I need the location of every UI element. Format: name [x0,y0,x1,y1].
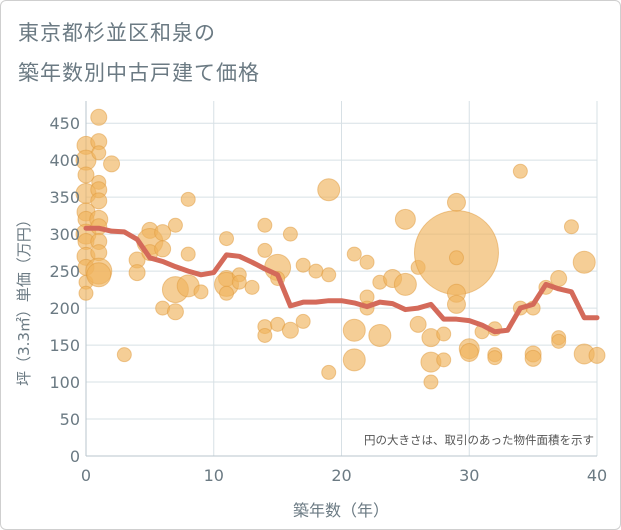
y-tick-label: 300 [49,225,80,244]
data-bubble [512,163,528,179]
data-bubble [308,263,324,279]
data-bubble [91,145,107,161]
size-legend-note: 円の大きさは、取引のあった物件面積を示す [364,433,594,447]
data-bubble [128,264,146,282]
data-bubble [78,285,94,301]
data-bubble [257,217,273,233]
x-axis-label: 築年数（年） [293,501,389,520]
data-bubble [563,219,579,235]
data-bubble [166,303,184,321]
data-bubble [180,246,196,262]
data-bubble [446,294,466,314]
bubble-series [75,108,606,390]
y-axis-label: 坪（3.3㎡）単価（万円） [15,212,33,386]
data-bubble [346,246,362,262]
data-bubble [321,267,337,283]
y-tick-label: 0 [70,447,80,466]
data-bubble [409,315,427,333]
data-bubble [394,208,416,230]
data-bubble [393,272,417,296]
data-bubble [90,108,108,126]
y-axis-ticks: 0 50 100 150 200 250 300 350 400 450 [49,114,80,466]
data-bubble [321,364,337,380]
chart-title-line-1: 東京都杉並区和泉の [18,21,216,45]
y-tick-label: 400 [49,151,80,170]
data-bubble [436,326,452,342]
data-bubble [167,217,183,233]
y-tick-label: 450 [49,114,80,133]
x-tick-label: 0 [81,466,91,485]
data-bubble [342,318,366,342]
data-bubble [448,250,464,266]
data-bubble [524,349,542,367]
y-tick-label: 250 [49,262,80,281]
x-tick-label: 40 [587,466,607,485]
data-bubble [282,226,298,242]
x-tick-label: 30 [459,466,479,485]
data-bubble [550,270,568,287]
data-bubble [90,192,108,210]
data-bubble [281,321,299,339]
y-tick-label: 350 [49,188,80,207]
data-bubble [572,250,596,274]
data-bubble [193,284,209,300]
data-bubble [295,257,311,273]
data-bubble [551,333,567,349]
average-price-line [83,225,600,335]
data-bubble [257,327,273,343]
x-tick-label: 10 [204,466,224,485]
data-bubble [459,342,479,362]
y-tick-label: 50 [60,410,80,429]
data-bubble [244,279,260,295]
average-line-series [83,225,600,335]
data-bubble [487,350,503,366]
data-bubble [231,274,247,290]
data-bubble [368,323,392,347]
data-bubble [116,347,132,363]
data-bubble [436,352,452,368]
data-bubble [359,254,375,270]
data-bubble [86,262,112,288]
data-bubble [219,231,235,247]
chart-title-line-2: 築年数別中古戸建て価格 [18,61,260,85]
data-bubble [219,285,235,301]
data-bubble [295,313,311,329]
y-tick-label: 100 [49,373,80,392]
data-bubble [342,348,366,372]
data-bubble [154,240,172,258]
x-tick-label: 20 [331,466,351,485]
x-axis-ticks: 0 10 20 30 40 [81,466,607,485]
data-bubble [588,346,606,364]
data-bubble [423,374,439,390]
data-bubble [103,155,121,173]
data-bubble [180,191,196,207]
y-tick-label: 150 [49,336,80,355]
data-bubble [257,242,273,258]
data-bubble [317,178,341,202]
data-bubble [446,192,466,212]
y-tick-label: 200 [49,299,80,318]
